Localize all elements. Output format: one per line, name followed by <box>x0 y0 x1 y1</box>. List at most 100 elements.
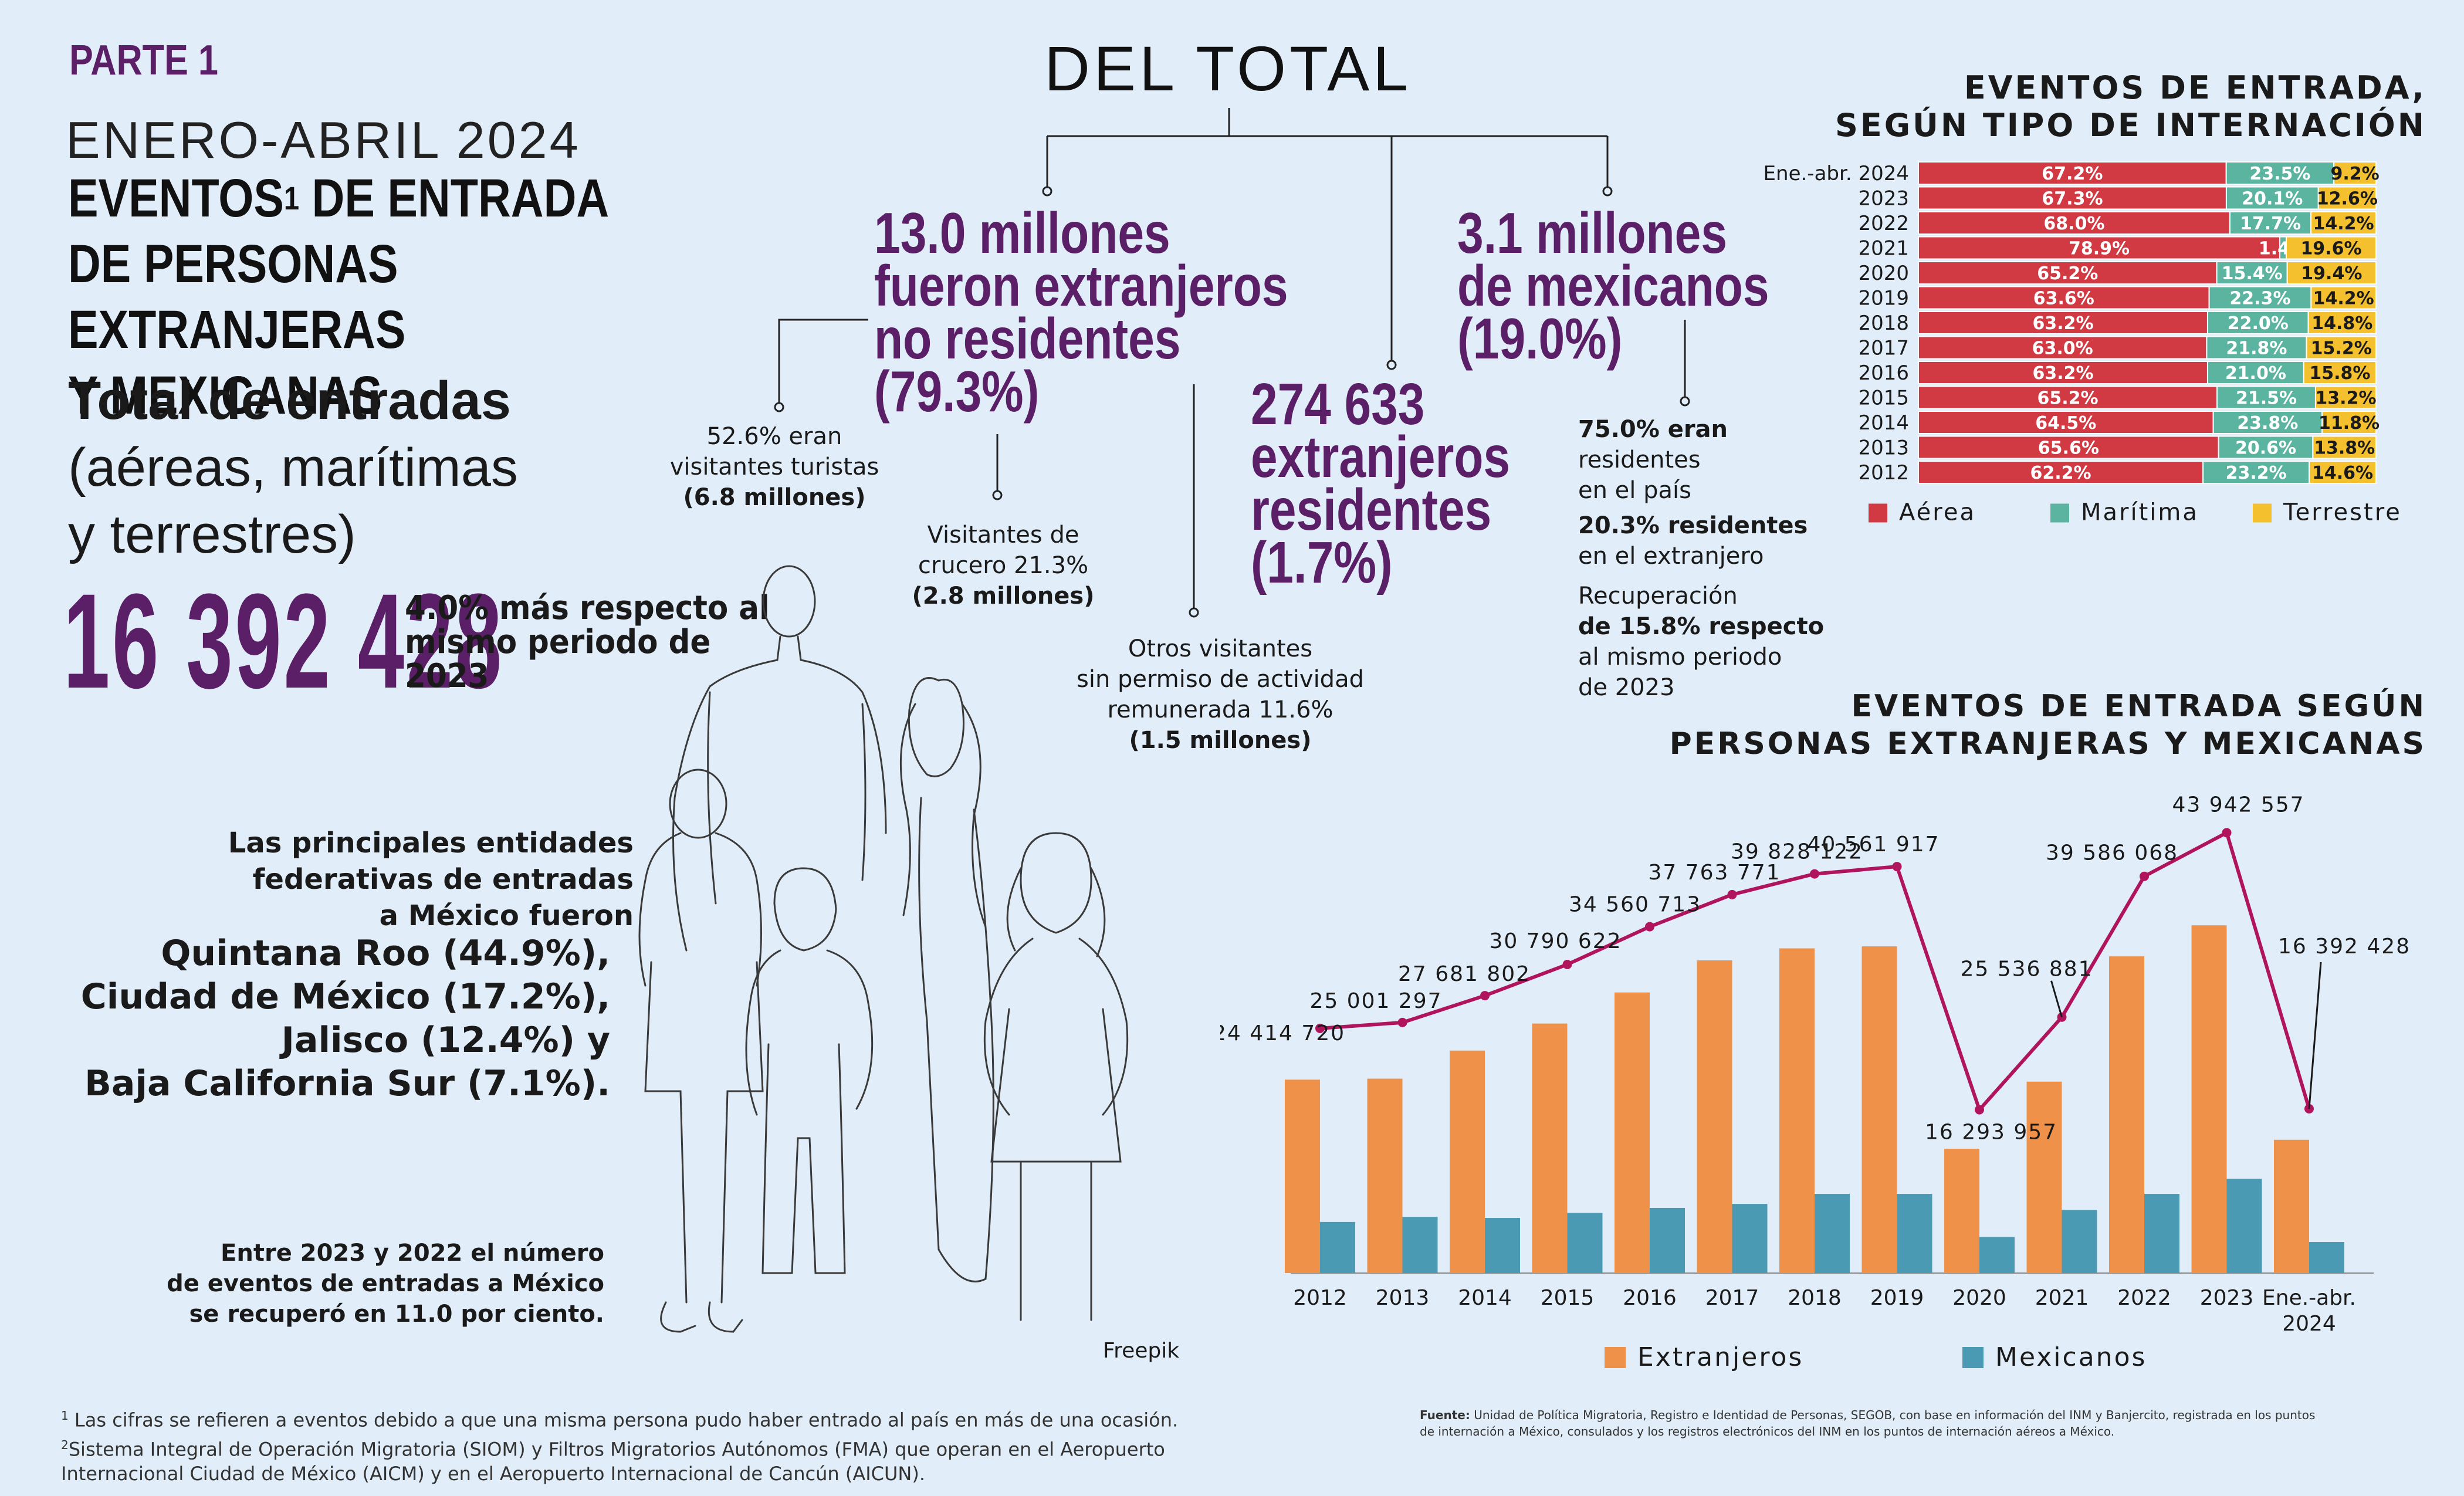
chart1-bar-terrestre <box>2310 286 2377 310</box>
period-label: ENERO-ABRIL 2024 <box>66 111 581 169</box>
chart2-bar-extranjeros <box>1697 960 1732 1273</box>
chart2-total-label: 37 763 771 <box>1648 861 1781 885</box>
total-label-line-3: y terrestres) <box>68 505 356 564</box>
chart1-data-label: 63.2% <box>2032 363 2093 384</box>
figure-woman-head <box>908 677 964 777</box>
states-list: Quintana Roo (44.9%), Ciudad de México (… <box>35 932 610 1105</box>
chart2-category-label: 2022 <box>2117 1286 2171 1310</box>
chart2-legend-label: Mexicanos <box>1995 1342 2147 1372</box>
chart2-total-point <box>1562 959 1572 969</box>
chart1-bar-terrestre <box>2321 411 2377 434</box>
states-intro-line-3: a México fueron <box>379 899 634 932</box>
footnote-2a: Sistema Integral de Operación Migratoria… <box>68 1438 1165 1461</box>
recovery-line-4: de 2023 <box>1578 674 1675 701</box>
chart2-total-label: 39 586 068 <box>2046 841 2178 865</box>
cruise-line-2: crucero 21.3% <box>918 552 1089 579</box>
mex-abroad-line-2: en el extranjero <box>1578 543 1764 570</box>
note-mex-abroad: 20.3% residentes en el extranjero <box>1578 510 1871 571</box>
other-line-3: remunerada 11.6% <box>1107 696 1333 723</box>
chart1-bar-terrestre <box>2286 261 2377 285</box>
chart1-data-label: 15.4% <box>2222 263 2283 284</box>
chart1-bar-terrestre <box>2312 435 2377 459</box>
chart1-bar-marítima <box>2202 461 2310 484</box>
breakdown-heading: DEL TOTAL <box>1044 33 1412 104</box>
cruise-line-3: (2.8 millones) <box>912 583 1095 610</box>
chart2-total-label: 40 561 917 <box>1807 832 1940 857</box>
figure-man-torso <box>707 691 867 905</box>
chart2-bar-extranjeros <box>1450 1050 1485 1273</box>
chart2-legend-swatch <box>1605 1347 1626 1368</box>
chart2-title: EVENTOS DE ENTRADA SEGÚN PERSONAS EXTRAN… <box>1654 688 2426 763</box>
chart2-total-point <box>1315 1023 1325 1033</box>
chart2-total-label: 24 414 720 <box>1220 1021 1345 1045</box>
chart2-bar-mexicanos <box>2226 1179 2262 1273</box>
connector-turistas <box>778 319 868 405</box>
chart1-bar-terrestre <box>2314 385 2377 409</box>
chart1-category-label: 2021 <box>1858 237 1909 260</box>
breakdown-non-residents: 13.0 millones fueron extranjeros no resi… <box>874 204 1355 420</box>
figure-small-girl-dress <box>990 1008 1122 1321</box>
figure-woman-hair <box>899 703 987 928</box>
chart1-data-label: 14.2% <box>2313 289 2374 309</box>
state-item: Ciudad de México (17.2%), <box>80 976 610 1017</box>
connector-dot <box>1680 396 1690 407</box>
chart1-data-label: 63.6% <box>2033 289 2094 309</box>
chart1-category-label: 2015 <box>1858 387 1909 410</box>
chart1-legend-swatch <box>1869 503 1887 523</box>
mexicans-line-3: (19.0%) <box>1457 306 1623 371</box>
chart1-bar-marítima <box>2206 311 2309 334</box>
chart1-data-label: 67.2% <box>2042 164 2103 184</box>
chart1-bar-terrestre <box>2317 186 2377 210</box>
chart1-bar-terrestre <box>2310 211 2377 235</box>
recovery-line-3: al mismo periodo <box>1578 644 1782 671</box>
chart1-data-label: 20.1% <box>2242 189 2303 209</box>
figure-boy-arms <box>638 832 762 987</box>
other-line-2: sin permiso de actividad <box>1077 666 1364 693</box>
chart1-data-label: 20.6% <box>2235 438 2296 459</box>
chart1-bar-aérea <box>1918 461 2204 484</box>
chart2-bar-extranjeros <box>1285 1079 1320 1273</box>
chart1-title-line-2: SEGÚN TIPO DE INTERNACIÓN <box>1835 107 2426 144</box>
chart1-data-label: 21.8% <box>2226 339 2287 359</box>
chart1-data-label: 21.0% <box>2225 363 2286 384</box>
chart2-total-label: 30 790 622 <box>1489 929 1622 953</box>
chart1-data-label: 14.2% <box>2313 214 2374 234</box>
connector-dot <box>1386 360 1397 370</box>
chart1-data-label: 14.8% <box>2311 313 2372 334</box>
chart1-bar-terrestre <box>2285 236 2377 260</box>
total-value: 16 392 428 <box>63 566 504 716</box>
chart2-bar-extranjeros <box>1615 992 1650 1273</box>
chart2-bar-mexicanos <box>1815 1194 1850 1273</box>
chart2-total-label: 16 392 428 <box>2278 935 2411 959</box>
chart1-bar-marítima <box>2218 435 2314 459</box>
title-line-3: Y MEXICANAS <box>68 365 383 425</box>
cruise-line-1: Visitantes de <box>927 522 1079 549</box>
other-line-4: (1.5 millones) <box>1129 727 1312 754</box>
chart2-total-point <box>1892 862 1902 872</box>
chart2-category-label: 2019 <box>1870 1286 1924 1310</box>
chart1-data-label: 23.8% <box>2237 413 2298 434</box>
note-tourists: 52.6% eran visitantes turistas (6.8 mill… <box>645 421 903 513</box>
chart1-bar-terrestre <box>2307 311 2377 334</box>
chart1-data-label: 22.0% <box>2228 313 2289 334</box>
chart2-category-label: 2016 <box>1623 1286 1677 1310</box>
chart2-total-point <box>1810 869 1819 879</box>
tourists-line-2: visitantes turistas <box>669 453 879 480</box>
growth-text: 4.0% más respecto al mismo periodo de 20… <box>405 589 770 695</box>
chart1-category-label: 2014 <box>1858 411 1909 435</box>
chart2-category-label: 2015 <box>1541 1286 1595 1310</box>
chart2-title-line-1: EVENTOS DE ENTRADA SEGÚN <box>1851 689 2426 724</box>
chart1-title-line-1: EVENTOS DE ENTRADA, <box>1964 69 2426 106</box>
note-mex-residents: 75.0% eran residentes en el país <box>1578 414 1871 506</box>
chart1-data-label: 22.3% <box>2229 289 2290 309</box>
chart1-bar-marítima <box>2206 361 2304 384</box>
chart1-data-label: 13.8% <box>2314 438 2375 459</box>
chart2-category-label: 2023 <box>2200 1286 2254 1310</box>
chart2-bar-mexicanos <box>1402 1217 1438 1273</box>
chart2-bar-mexicanos <box>1732 1204 1768 1273</box>
figure-small-girl-hair <box>1006 867 1106 957</box>
chart1-category-label: 2017 <box>1858 337 1909 360</box>
chart1-bar-aérea <box>1918 211 2231 235</box>
chart1-bar-aérea <box>1918 161 2227 185</box>
